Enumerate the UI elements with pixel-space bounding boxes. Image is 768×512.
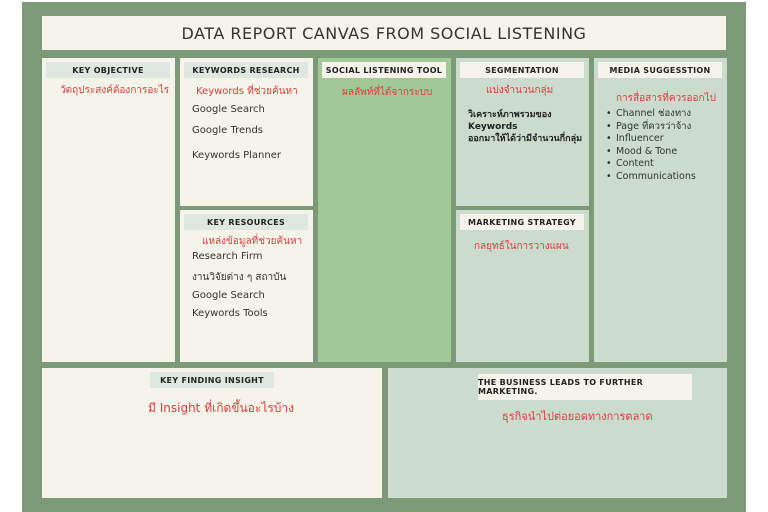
marketing-strategy-box bbox=[456, 210, 589, 362]
key-objective-header: KEY OBJECTIVE bbox=[46, 62, 170, 78]
media-suggestion-item: Content bbox=[606, 158, 696, 171]
key-resources-header: KEY RESOURCES bbox=[184, 214, 308, 230]
key-finding-insight-box bbox=[42, 368, 382, 498]
media-suggestion-item: Page ที่ควรว่าจ้าง bbox=[606, 121, 696, 134]
key-resources-item: Keywords Tools bbox=[192, 308, 268, 319]
business-leads-subtitle: ธุรกิจนำไปต่อยอดทางการตลาด bbox=[502, 410, 653, 423]
segmentation-box bbox=[456, 58, 589, 206]
segmentation-body-line: วิเคราะห์ภาพรวมของ bbox=[468, 110, 552, 120]
business-leads-header: THE BUSINESS LEADS TO FURTHER MARKETING. bbox=[478, 374, 692, 400]
social-listening-tool-subtitle: ผลลัพท์ที่ได้จากระบบ bbox=[342, 87, 433, 98]
key-objective-box bbox=[42, 58, 175, 362]
key-resources-box bbox=[180, 210, 313, 362]
media-suggestion-item: Communications bbox=[606, 171, 696, 184]
key-resources-item: Google Search bbox=[192, 290, 265, 301]
key-finding-insight-subtitle: มี Insight ที่เกิดขึ้นอะไรบ้าง bbox=[148, 401, 295, 415]
media-suggestion-subtitle: การสื่อสารที่ควรออกไป bbox=[616, 93, 716, 104]
media-suggestion-list: Channel ช่องทาง Page ที่ควรว่าจ้าง Influ… bbox=[606, 108, 696, 184]
keywords-research-subtitle: Keywords ที่ช่วยค้นหา bbox=[196, 86, 298, 97]
keywords-research-item: Keywords Planner bbox=[192, 150, 281, 161]
keywords-research-box bbox=[180, 58, 313, 206]
key-resources-subtitle: แหล่งข้อมูลที่ช่วยค้นหา bbox=[202, 236, 303, 247]
canvas-title: DATA REPORT CANVAS FROM SOCIAL LISTENING bbox=[42, 16, 726, 50]
social-listening-tool-header: SOCIAL LISTENING TOOL bbox=[322, 62, 446, 78]
segmentation-body-line: ออกมาให้ได้ว่ามีจำนวนกี่กลุ่ม bbox=[468, 134, 583, 144]
segmentation-header: SEGMENTATION bbox=[460, 62, 584, 78]
key-finding-insight-header: KEY FINDING INSIGHT bbox=[150, 372, 274, 388]
media-suggestion-item: Influencer bbox=[606, 133, 696, 146]
segmentation-subtitle: แบ่งจำนวนกลุ่ม bbox=[486, 85, 554, 96]
segmentation-body-line: Keywords bbox=[468, 122, 518, 132]
media-suggestion-item: Channel ช่องทาง bbox=[606, 108, 696, 121]
media-suggestion-header: MEDIA SUGGESSTION bbox=[598, 62, 722, 78]
key-resources-item: งานวิจัยต่าง ๆ สถาบัน bbox=[192, 272, 287, 283]
keywords-research-item: Google Search bbox=[192, 104, 265, 115]
marketing-strategy-header: MARKETING STRATEGY bbox=[460, 214, 584, 230]
media-suggestion-item: Mood & Tone bbox=[606, 146, 696, 159]
key-objective-subtitle: วัตถุประสงค์ต้องการอะไร bbox=[60, 85, 170, 96]
key-resources-item: Research Firm bbox=[192, 251, 263, 262]
social-listening-tool-box bbox=[318, 58, 451, 362]
marketing-strategy-subtitle: กลยุทธ์ในการวางแผน bbox=[474, 241, 569, 252]
keywords-research-item: Google Trends bbox=[192, 125, 264, 136]
keywords-research-header: KEYWORDS RESEARCH bbox=[184, 62, 308, 78]
